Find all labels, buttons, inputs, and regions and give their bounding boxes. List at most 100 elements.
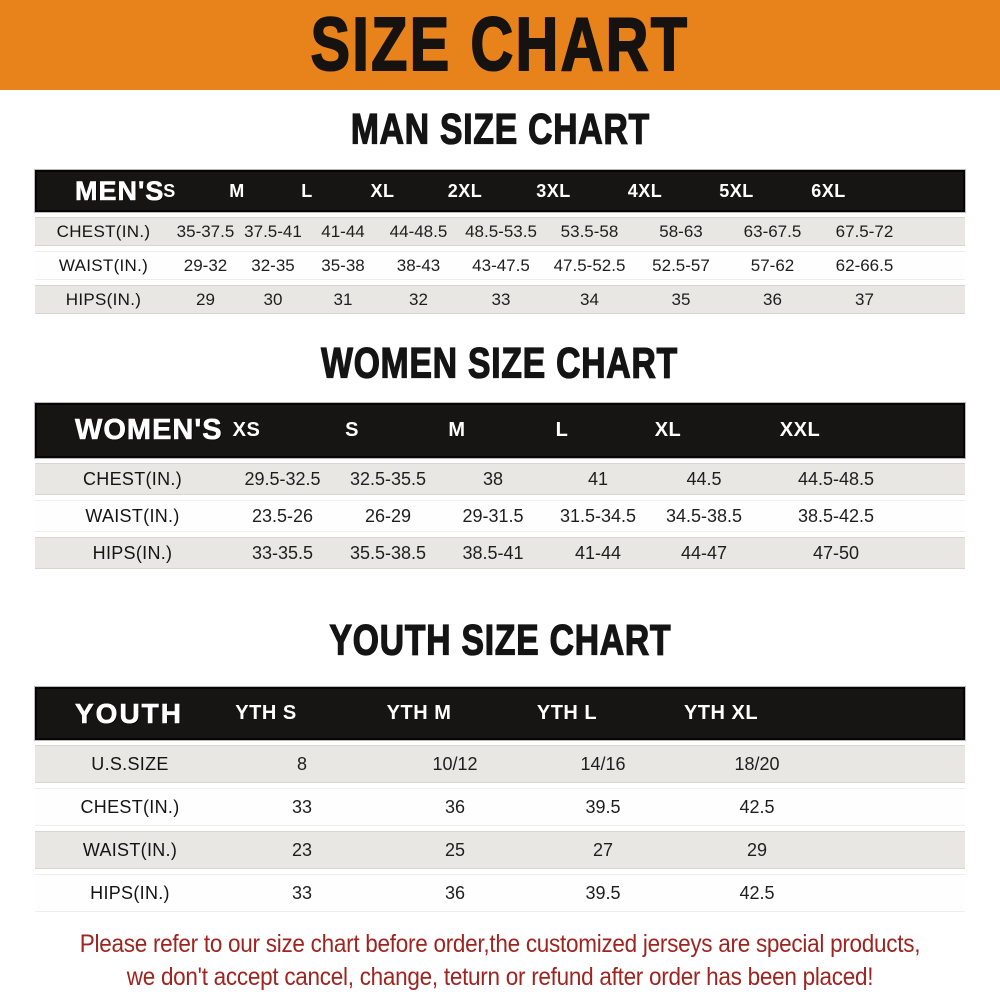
cell-value: 35-37.5 [176, 221, 235, 241]
cell-value: 53.5-58 [560, 221, 619, 241]
banner-title: SIZE CHART [310, 2, 690, 87]
cell-value: 32.5-35.5 [349, 468, 427, 489]
cell-value: 34 [580, 289, 599, 309]
women-column-header: S [345, 419, 359, 441]
section-title-text: MAN SIZE CHART [350, 104, 650, 154]
section-title-text: YOUTH SIZE CHART [329, 615, 671, 665]
section-title-women: WOMEN SIZE CHART [0, 338, 1000, 388]
footer-notice: Please refer to our size chart before or… [0, 928, 1000, 994]
cell-value: 36 [444, 796, 466, 817]
cell-value: 63-67.5 [743, 221, 802, 241]
cell-value: 26-29 [364, 505, 412, 526]
women-column-header: L [555, 419, 569, 441]
men-table-header: MEN'S S M L XL 2XL 3XL 4XL 5XL 6XL [34, 169, 966, 213]
cell-value: 23 [291, 839, 313, 860]
cell-value: 47.5-52.5 [553, 255, 626, 275]
youth-table-row: CHEST(IN.) 33 36 39.5 42.5 [35, 788, 965, 826]
cell-value: 42.5 [739, 796, 775, 817]
cell-value: 52.5-57 [652, 255, 710, 275]
section-title-text: WOMEN SIZE CHART [321, 338, 679, 388]
cell-value: 37 [855, 289, 874, 309]
notice-line-2: we don't accept cancel, change, teturn o… [126, 963, 874, 991]
row-label: CHEST(IN.) [80, 796, 180, 817]
cell-value: 44-47 [680, 542, 728, 563]
cell-value: 38-43 [396, 255, 441, 275]
row-label: U.S.SIZE [91, 753, 169, 774]
men-column-header: 6XL [811, 180, 846, 201]
cell-value: 36 [444, 882, 466, 903]
women-table-row: CHEST(IN.) 29.5-32.5 32.5-35.5 38 41 44.5 44.5… [35, 463, 965, 495]
men-size-table: MEN'S S M L XL 2XL 3XL 4XL 5XL 6XL CHEST(IN.) 35-37… [34, 169, 966, 314]
women-column-header: XL [654, 419, 682, 441]
women-column-header: XS [232, 419, 261, 441]
cell-value: 29-31.5 [462, 505, 524, 526]
youth-table-header-label: YOUTH [75, 697, 183, 729]
youth-table-row: U.S.SIZE 8 10/12 14/16 18/20 [35, 745, 965, 783]
men-column-header: XL [370, 180, 395, 201]
notice-line-1: Please refer to our size chart before or… [79, 930, 921, 958]
cell-value: 41-44 [574, 542, 622, 563]
youth-column-header: YTH XL [683, 702, 759, 724]
row-label: WAIST(IN.) [82, 839, 178, 860]
cell-value: 42.5 [739, 882, 775, 903]
cell-value: 35-38 [321, 255, 365, 275]
size-chart-banner: SIZE CHART [0, 0, 1000, 90]
size-charts-container: MAN SIZE CHART MEN'S S M L XL 2XL 3XL 4XL 5XL 6XL C… [0, 104, 1000, 912]
cell-value: 33-35.5 [251, 542, 314, 563]
youth-table-row: WAIST(IN.) 23 25 27 29 [35, 831, 965, 869]
women-column-header: M [448, 419, 466, 441]
cell-value: 57-62 [750, 255, 795, 275]
youth-column-header: YTH L [536, 702, 598, 724]
women-table-row: HIPS(IN.) 33-35.5 35.5-38.5 38.5-41 41-44 44-… [35, 537, 965, 569]
men-table-row: HIPS(IN.) 29 30 31 32 33 34 35 36 37 [35, 285, 965, 314]
cell-value: 41 [587, 468, 609, 489]
section-men-size-chart: MAN SIZE CHART MEN'S S M L XL 2XL 3XL 4XL 5XL 6XL C… [0, 104, 1000, 314]
cell-value: 38.5-42.5 [797, 505, 875, 526]
cell-value: 37.5-41 [244, 221, 302, 241]
cell-value: 39.5 [585, 882, 621, 903]
row-label: HIPS(IN.) [65, 289, 142, 309]
cell-value: 67.5-72 [835, 221, 894, 241]
section-youth-size-chart: YOUTH SIZE CHART YOUTH YTH S YTH M YTH L YTH … [0, 615, 1000, 912]
cell-value: 47-50 [812, 542, 860, 563]
cell-value: 29 [196, 289, 215, 309]
youth-table-header: YOUTH YTH S YTH M YTH L YTH XL [34, 686, 966, 741]
cell-value: 35.5-38.5 [349, 542, 427, 563]
cell-value: 25 [444, 839, 466, 860]
cell-value: 41-44 [321, 221, 365, 241]
row-label: HIPS(IN.) [90, 882, 170, 903]
cell-value: 27 [592, 839, 614, 860]
section-women-size-chart: WOMEN SIZE CHART WOMEN'S XS S M L XL XXL CHEST(I… [0, 338, 1000, 569]
women-table-row: WAIST(IN.) 23.5-26 26-29 29-31.5 31.5-34.5 34… [35, 500, 965, 532]
row-label: CHEST(IN.) [83, 468, 182, 489]
women-column-header: XXL [779, 419, 821, 441]
cell-value: 34.5-38.5 [665, 505, 743, 526]
cell-value: 44-48.5 [389, 221, 448, 241]
cell-value: 29 [746, 839, 768, 860]
cell-value: 44.5 [686, 468, 722, 489]
cell-value: 33 [291, 796, 313, 817]
cell-value: 39.5 [585, 796, 621, 817]
row-label: WAIST(IN.) [85, 505, 180, 526]
youth-table-row: HIPS(IN.) 33 36 39.5 42.5 [35, 874, 965, 912]
cell-value: 32 [409, 289, 428, 309]
cell-value: 14/16 [580, 753, 626, 774]
cell-value: 36 [763, 289, 782, 309]
cell-value: 48.5-53.5 [465, 221, 537, 241]
section-title-youth: YOUTH SIZE CHART [0, 615, 1000, 665]
cell-value: 62-66.5 [835, 255, 894, 275]
cell-value: 33 [291, 882, 313, 903]
men-column-header: 3XL [536, 180, 571, 201]
cell-value: 44.5-48.5 [797, 468, 875, 489]
men-column-header: M [229, 180, 245, 201]
cell-value: 32-35 [251, 255, 295, 275]
men-table-row: WAIST(IN.) 29-32 32-35 35-38 38-43 43-47.5 47.… [35, 251, 965, 280]
cell-value: 18/20 [734, 753, 780, 774]
cell-value: 33 [491, 289, 511, 309]
cell-value: 35 [671, 289, 691, 309]
cell-value: 31 [333, 289, 353, 309]
cell-value: 10/12 [432, 753, 478, 774]
cell-value: 38.5-41 [462, 542, 524, 563]
cell-value: 23.5-26 [251, 505, 314, 526]
row-label: WAIST(IN.) [58, 255, 149, 275]
